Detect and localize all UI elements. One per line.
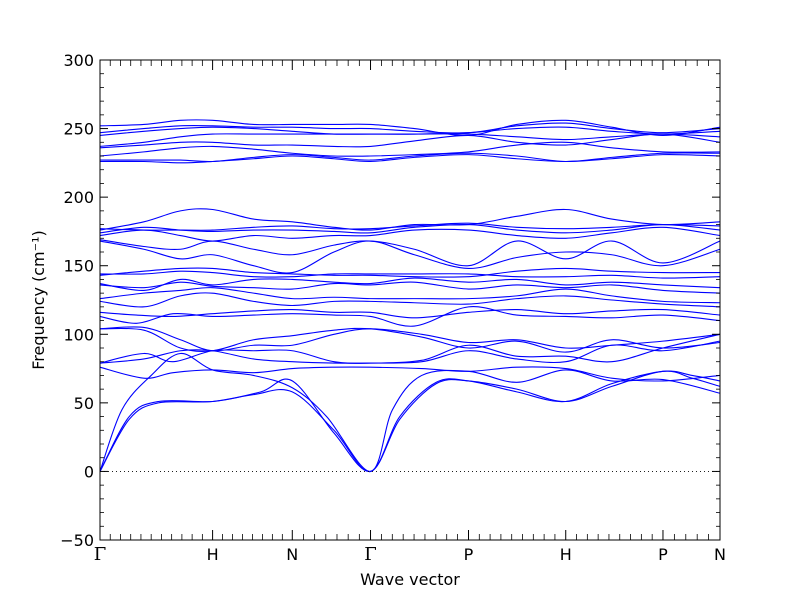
band-line-26 — [99, 133, 721, 149]
band-line-18 — [99, 239, 721, 267]
x-axis-label: Wave vector — [360, 570, 460, 589]
band-line-21 — [99, 208, 721, 231]
y-tick-label: 250 — [63, 120, 94, 139]
x-tick-label: P — [464, 545, 474, 564]
band-line-15 — [99, 267, 721, 278]
band-line-23 — [99, 153, 721, 164]
band-line-30 — [99, 119, 721, 136]
band-line-9 — [99, 306, 721, 327]
band-line-22 — [99, 222, 721, 231]
x-tick-label: P — [658, 545, 668, 564]
x-tick-label: H — [207, 545, 219, 564]
band-line-2 — [99, 370, 721, 472]
y-tick-label: 150 — [63, 257, 94, 276]
band-line-6 — [99, 333, 721, 364]
band-line-24 — [100, 152, 721, 163]
band-line-12 — [99, 287, 721, 304]
series-lines — [99, 119, 721, 472]
x-tick-label: H — [560, 545, 572, 564]
band-line-11 — [99, 292, 721, 308]
band-line-14 — [99, 277, 721, 291]
x-tick-label: N — [714, 545, 726, 564]
band-line-19 — [99, 226, 721, 242]
band-line-4 — [99, 366, 721, 382]
y-tick-label: 300 — [63, 51, 94, 70]
band-line-7 — [99, 327, 721, 353]
y-axis-label: Frequency (cm⁻¹) — [29, 230, 48, 369]
band-line-25 — [99, 141, 721, 157]
y-axis-ticks: −50 0 50 100 150 200 250 300 — [60, 51, 720, 550]
band-line-27 — [99, 133, 721, 147]
band-line-1 — [99, 370, 721, 472]
y-tick-label: 200 — [63, 188, 94, 207]
y-tick-label: 100 — [63, 325, 94, 344]
x-tick-label: N — [286, 545, 298, 564]
band-line-29 — [99, 122, 721, 134]
band-line-8 — [99, 326, 721, 352]
y-tick-label: 0 — [84, 462, 94, 481]
y-tick-label: −50 — [60, 531, 94, 550]
band-line-16 — [99, 270, 721, 279]
band-line-3 — [99, 352, 721, 472]
band-line-10 — [99, 308, 721, 319]
plot-frame — [99, 59, 721, 541]
x-tick-label: Γ — [94, 544, 107, 565]
band-line-28 — [99, 126, 721, 136]
x-tick-label: Γ — [364, 544, 377, 565]
y-tick-label: 50 — [74, 394, 94, 413]
band-line-13 — [99, 281, 721, 294]
